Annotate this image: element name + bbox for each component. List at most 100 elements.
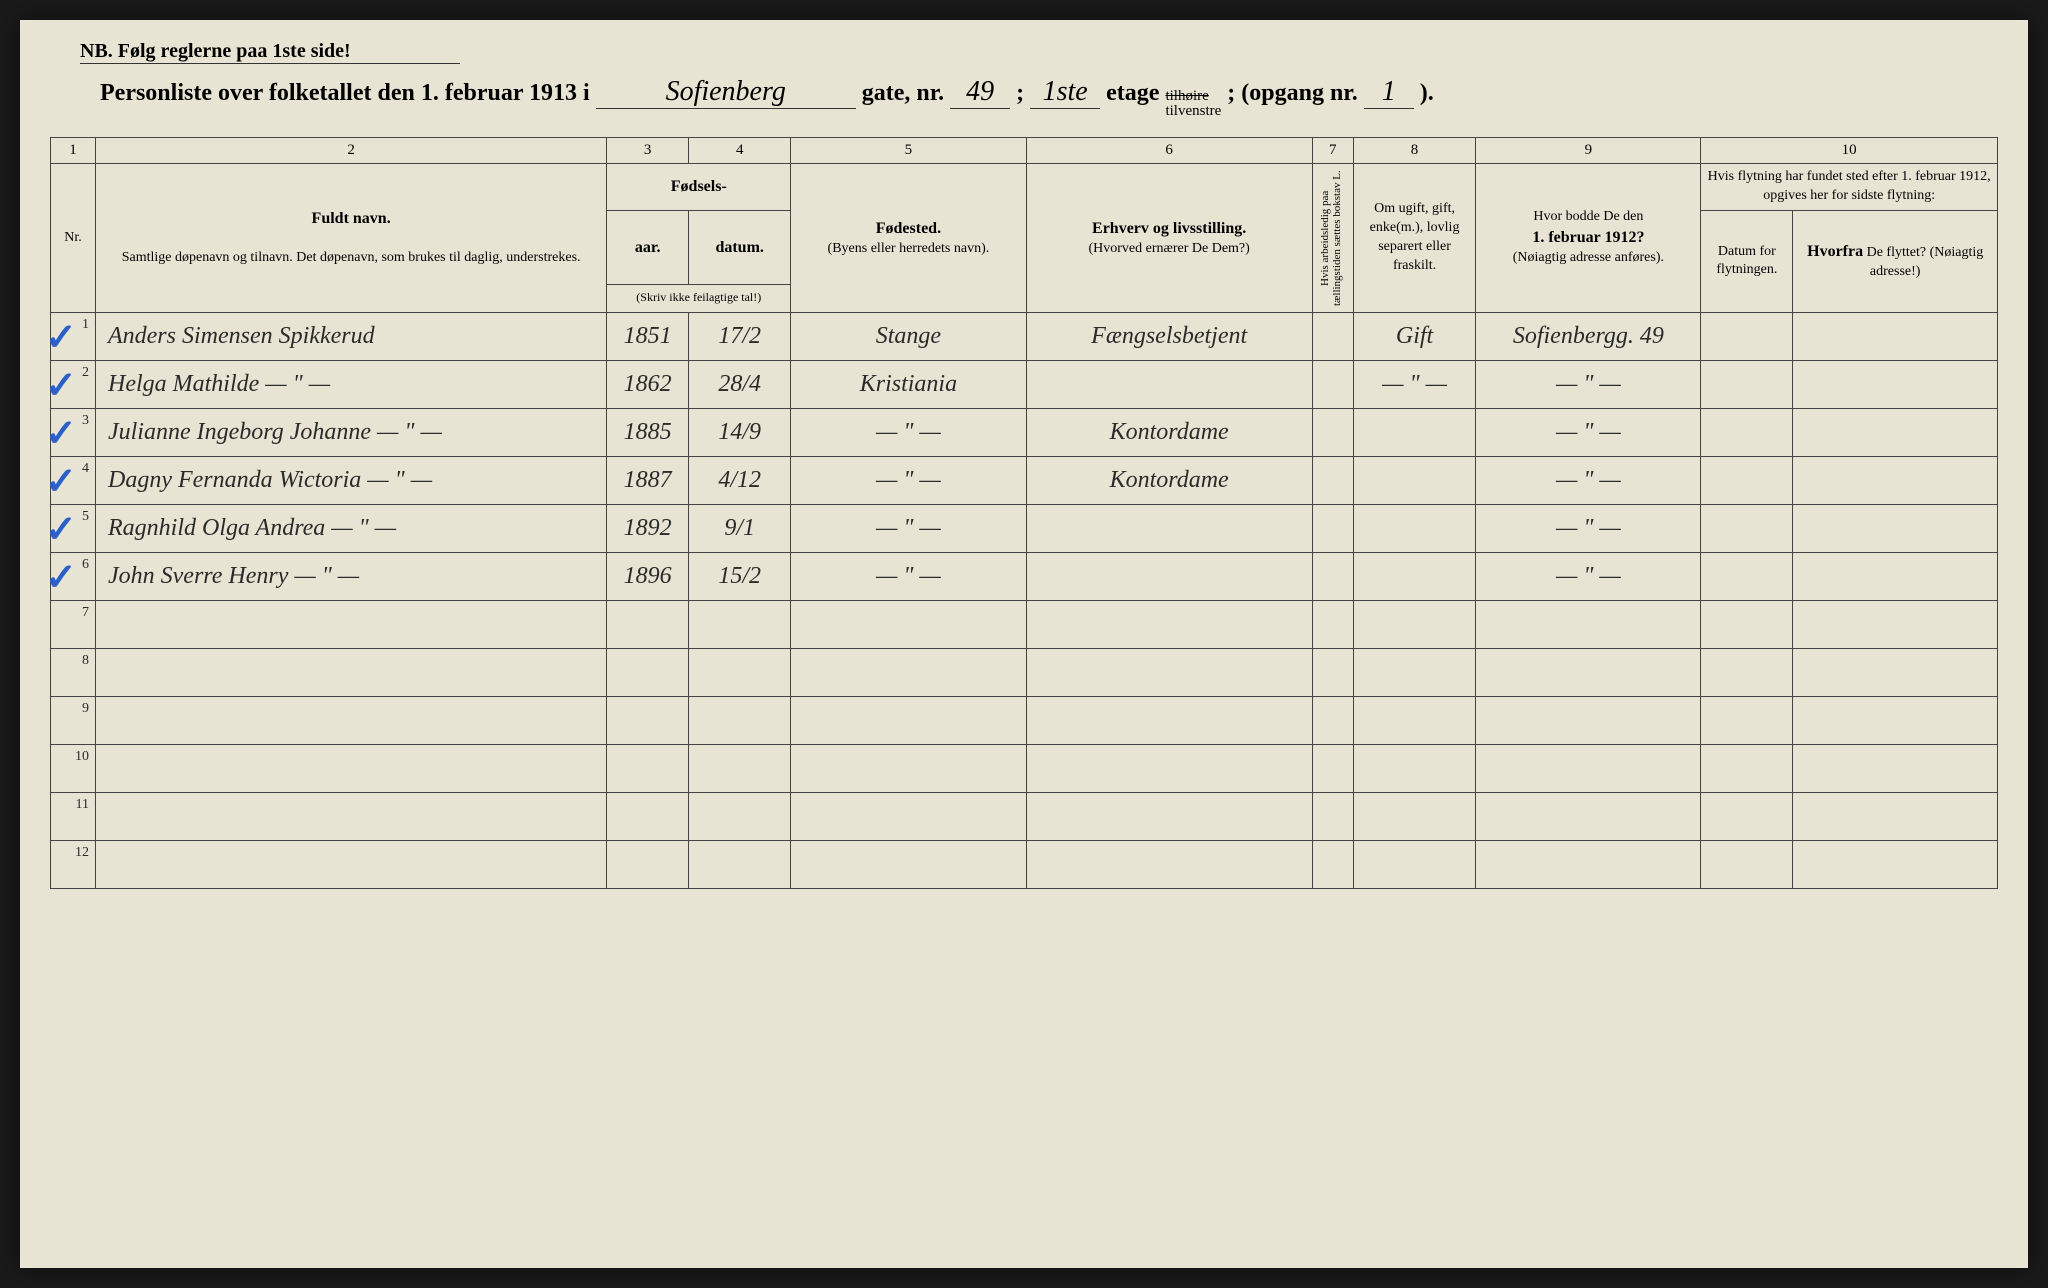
cell-move-from — [1793, 313, 1998, 361]
cell-7 — [1312, 409, 1353, 457]
cell-name — [95, 601, 606, 649]
cell-birthplace: — " — — [791, 553, 1026, 601]
cell-birthplace: — " — — [791, 457, 1026, 505]
cell-nr: 10 — [51, 745, 96, 793]
street-field: Sofienberg — [596, 76, 856, 109]
colnum-4: 4 — [689, 138, 791, 164]
hdr-10b: Hvorfra De flyttet? (Nøiagtig adresse!) — [1793, 210, 1998, 312]
cell-name — [95, 697, 606, 745]
cell-nr: ✓6 — [51, 553, 96, 601]
cell-nr: 12 — [51, 841, 96, 889]
etage-label: etage — [1106, 80, 1159, 107]
cell-marital — [1353, 505, 1476, 553]
hdr-birth: Fødsels- — [607, 164, 791, 211]
cell-name: Helga Mathilde — " — — [95, 361, 606, 409]
cell-birthplace: — " — — [791, 505, 1026, 553]
cell-move-date — [1701, 505, 1793, 553]
cell-date — [689, 601, 791, 649]
cell-name — [95, 649, 606, 697]
cell-move-from — [1793, 793, 1998, 841]
cell-year — [607, 745, 689, 793]
hdr-occ-b: Erhverv og livsstilling. — [1092, 220, 1246, 237]
hdr-7: Hvis arbeidsledig paa tællingstiden sætt… — [1312, 164, 1353, 313]
cell-address-1912 — [1476, 793, 1701, 841]
close-paren: ). — [1420, 80, 1434, 107]
table-row: 8 — [51, 649, 1998, 697]
cell-name: Dagny Fernanda Wictoria — " — — [95, 457, 606, 505]
table-row: ✓6John Sverre Henry — " —189615/2— " —— … — [51, 553, 1998, 601]
cell-marital: Gift — [1353, 313, 1476, 361]
cell-occupation — [1026, 697, 1312, 745]
hdr-occ: Erhverv og livsstilling. (Hvorved ernære… — [1026, 164, 1312, 313]
colnum-9: 9 — [1476, 138, 1701, 164]
table-row: 7 — [51, 601, 1998, 649]
cell-marital — [1353, 649, 1476, 697]
hdr-10b-b: Hvorfra — [1807, 243, 1863, 260]
cell-address-1912 — [1476, 649, 1701, 697]
cell-birthplace — [791, 697, 1026, 745]
cell-occupation — [1026, 505, 1312, 553]
cell-occupation — [1026, 841, 1312, 889]
cell-move-date — [1701, 841, 1793, 889]
cell-birthplace — [791, 793, 1026, 841]
check-mark-icon: ✓ — [45, 459, 77, 504]
hdr-year: aar. — [607, 210, 689, 284]
cell-name — [95, 745, 606, 793]
colnum-5: 5 — [791, 138, 1026, 164]
hdr-date-b: datum. — [715, 239, 763, 256]
cell-move-from — [1793, 505, 1998, 553]
cell-date — [689, 793, 791, 841]
floor-field: 1ste — [1030, 76, 1100, 109]
hdr-occ-sub: (Hvorved ernærer De Dem?) — [1088, 241, 1249, 256]
cell-marital — [1353, 553, 1476, 601]
table-head: 1 2 3 4 5 6 7 8 9 10 Nr. Fuldt navn. Sam… — [51, 138, 1998, 313]
table-body: ✓1Anders Simensen Spikkerud185117/2Stang… — [51, 313, 1998, 889]
cell-7 — [1312, 505, 1353, 553]
cell-date: 17/2 — [689, 313, 791, 361]
table-row: ✓5Ragnhild Olga Andrea — " —18929/1— " —… — [51, 505, 1998, 553]
cell-move-date — [1701, 409, 1793, 457]
cell-7 — [1312, 361, 1353, 409]
cell-year: 1887 — [607, 457, 689, 505]
hdr-name-bold: Fuldt navn. — [312, 210, 391, 227]
cell-move-date — [1701, 697, 1793, 745]
cell-7 — [1312, 649, 1353, 697]
hoire-strike: tilhøire — [1165, 88, 1208, 104]
cell-year — [607, 697, 689, 745]
cell-address-1912 — [1476, 841, 1701, 889]
cell-address-1912 — [1476, 697, 1701, 745]
colnum-2: 2 — [95, 138, 606, 164]
cell-move-from — [1793, 361, 1998, 409]
cell-7 — [1312, 793, 1353, 841]
colnum-10: 10 — [1701, 138, 1998, 164]
hdr-year-b: aar. — [635, 239, 661, 256]
cell-move-date — [1701, 457, 1793, 505]
colnum-3: 3 — [607, 138, 689, 164]
cell-move-date — [1701, 793, 1793, 841]
cell-name: Anders Simensen Spikkerud — [95, 313, 606, 361]
cell-occupation: Kontordame — [1026, 457, 1312, 505]
cell-birthplace: — " — — [791, 409, 1026, 457]
cell-move-date — [1701, 553, 1793, 601]
cell-7 — [1312, 313, 1353, 361]
cell-marital — [1353, 841, 1476, 889]
cell-move-date — [1701, 313, 1793, 361]
hdr-bp: Fødested. (Byens eller herredets navn). — [791, 164, 1026, 313]
check-mark-icon: ✓ — [45, 315, 77, 360]
cell-address-1912: — " — — [1476, 505, 1701, 553]
cell-date: 4/12 — [689, 457, 791, 505]
cell-nr: ✓2 — [51, 361, 96, 409]
cell-move-from — [1793, 553, 1998, 601]
cell-date: 9/1 — [689, 505, 791, 553]
cell-name: John Sverre Henry — " — — [95, 553, 606, 601]
cell-marital — [1353, 793, 1476, 841]
cell-occupation — [1026, 745, 1312, 793]
colnum-1: 1 — [51, 138, 96, 164]
cell-move-from — [1793, 409, 1998, 457]
cell-move-from — [1793, 745, 1998, 793]
cell-move-date — [1701, 601, 1793, 649]
cell-move-from — [1793, 841, 1998, 889]
colnum-6: 6 — [1026, 138, 1312, 164]
cell-name: Ragnhild Olga Andrea — " — — [95, 505, 606, 553]
cell-marital — [1353, 745, 1476, 793]
